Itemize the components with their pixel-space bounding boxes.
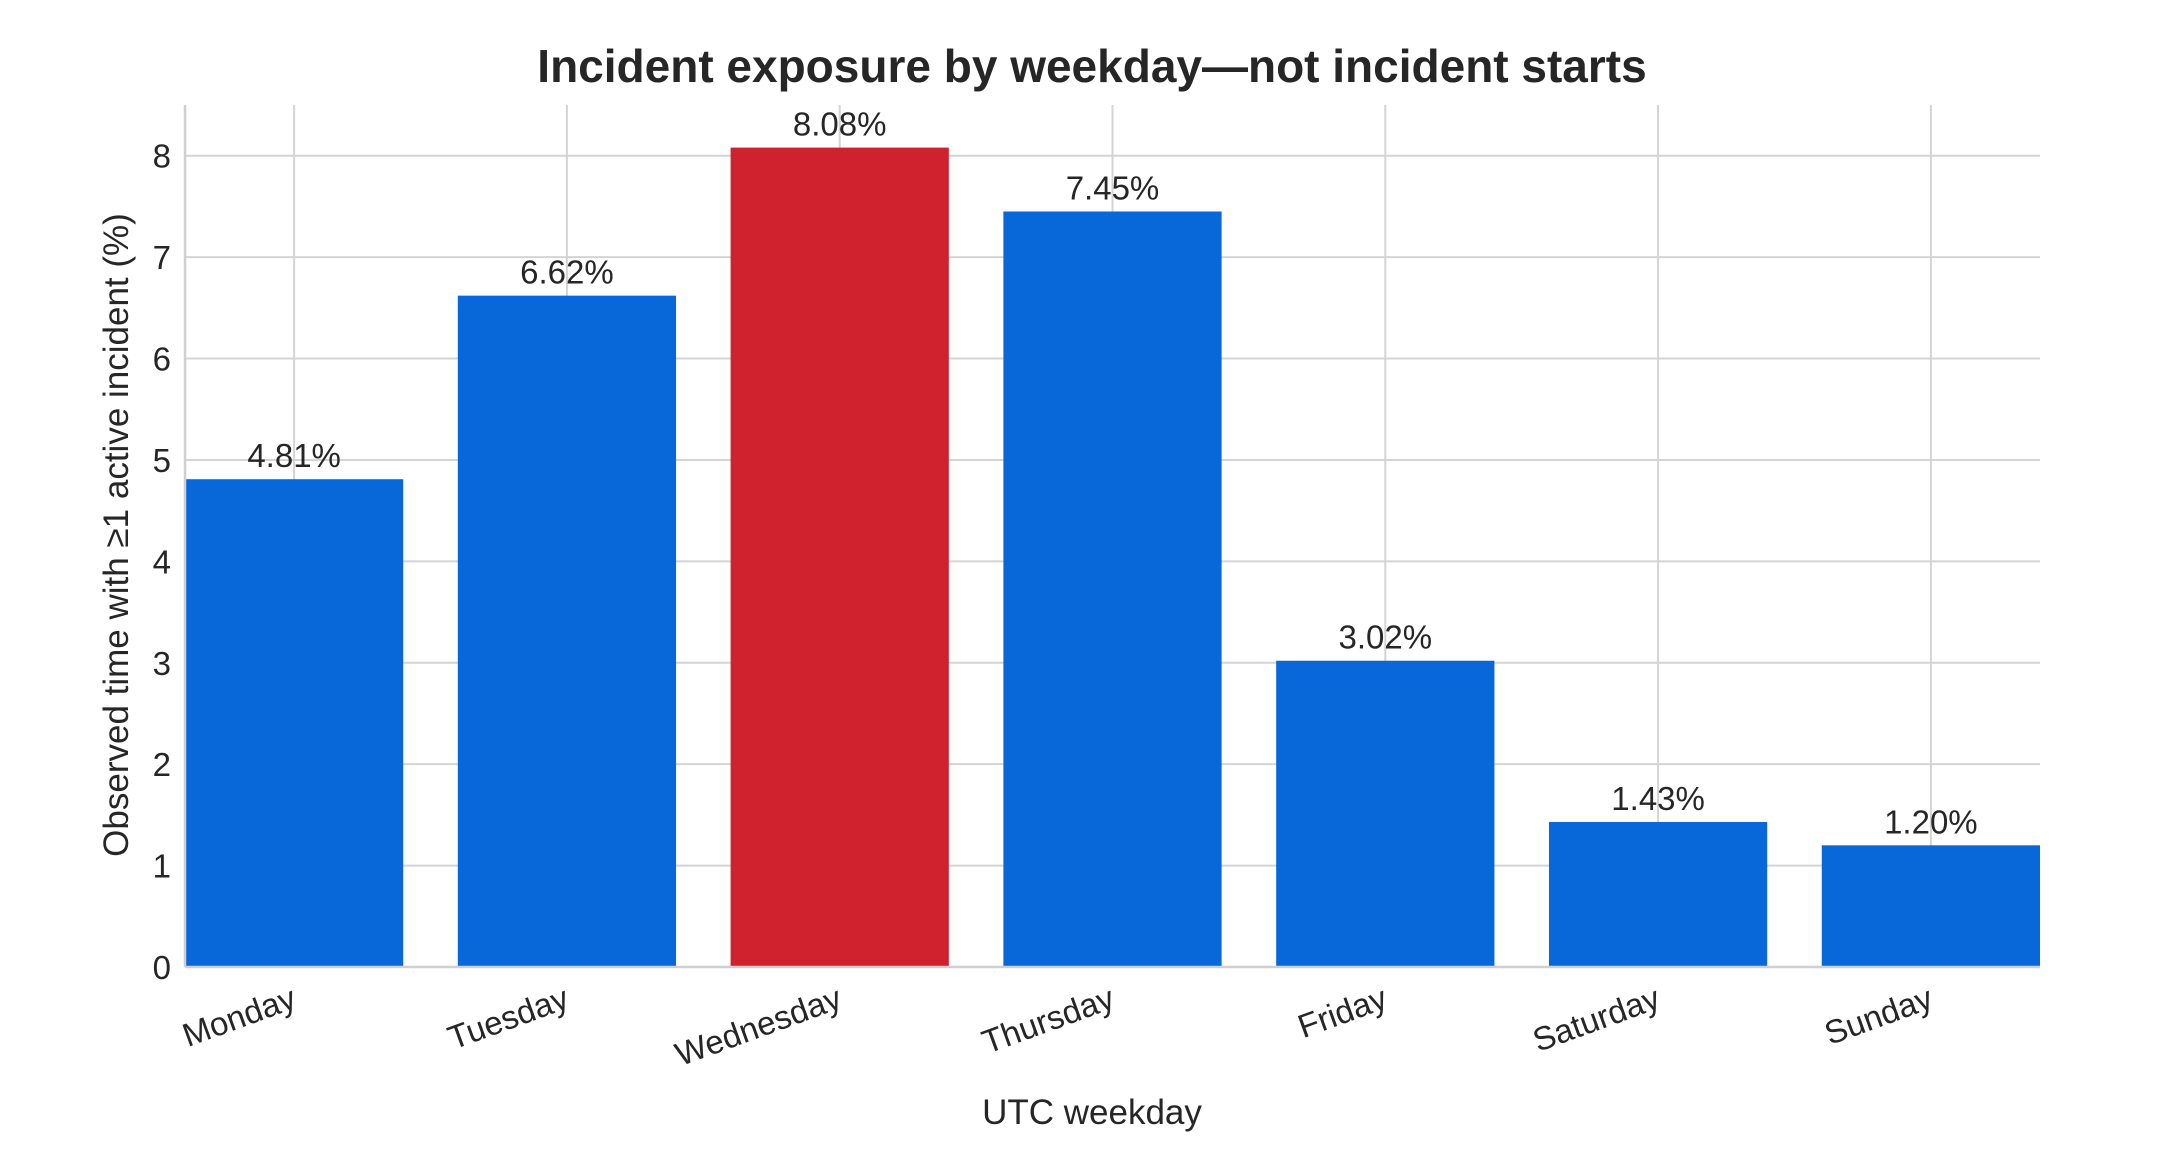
x-axis-title: UTC weekday xyxy=(982,1093,1202,1132)
y-tick-label: 6 xyxy=(153,341,171,378)
x-tick-label-saturday: Saturday xyxy=(1528,979,1665,1059)
bar-tuesday xyxy=(457,295,677,967)
y-tick-label: 7 xyxy=(153,239,171,276)
bars-layer xyxy=(185,147,2040,967)
y-tick-labels: 0 1 2 3 4 5 6 7 8 xyxy=(153,138,171,986)
bar-monday xyxy=(185,479,404,967)
axes-layer xyxy=(183,105,2040,969)
data-label-friday: 3.02% xyxy=(1339,619,1433,656)
bar-thursday xyxy=(1003,211,1222,967)
data-label-tuesday: 6.62% xyxy=(520,254,614,291)
data-labels: 4.81% 6.62% 8.08% 7.45% 3.02% 1.43% 1.20% xyxy=(247,106,1977,841)
x-tick-label-tuesday: Tuesday xyxy=(443,979,574,1057)
x-tick-labels: Monday Tuesday Wednesday Thursday Friday Satu… xyxy=(178,979,1938,1073)
bar-wednesday xyxy=(730,147,949,967)
x-tick-label-thursday: Thursday xyxy=(977,979,1119,1061)
bar-sunday xyxy=(1821,845,2040,967)
x-tick-label-sunday: Sunday xyxy=(1819,979,1937,1052)
bar-saturday xyxy=(1548,821,1768,967)
y-tick-label: 2 xyxy=(153,746,171,783)
y-tick-label: 5 xyxy=(153,442,171,479)
x-tick-label-monday: Monday xyxy=(178,979,301,1054)
x-tick-label-wednesday: Wednesday xyxy=(670,979,846,1073)
y-tick-label: 3 xyxy=(153,645,171,682)
data-label-saturday: 1.43% xyxy=(1611,780,1705,817)
y-axis-title: Observed time with ≥1 active incident (%… xyxy=(97,213,136,857)
y-tick-label: 0 xyxy=(153,949,171,986)
bar-friday xyxy=(1276,660,1495,967)
x-tick-label-friday: Friday xyxy=(1293,979,1392,1045)
y-tick-label: 8 xyxy=(153,138,171,175)
data-label-sunday: 1.20% xyxy=(1884,803,1978,840)
data-label-monday: 4.81% xyxy=(247,437,341,474)
chart-title: Incident exposure by weekday—not inciden… xyxy=(537,40,1646,92)
y-tick-label: 4 xyxy=(153,543,171,580)
data-label-wednesday: 8.08% xyxy=(793,106,887,143)
data-label-thursday: 7.45% xyxy=(1066,169,1160,206)
y-tick-label: 1 xyxy=(153,848,171,885)
